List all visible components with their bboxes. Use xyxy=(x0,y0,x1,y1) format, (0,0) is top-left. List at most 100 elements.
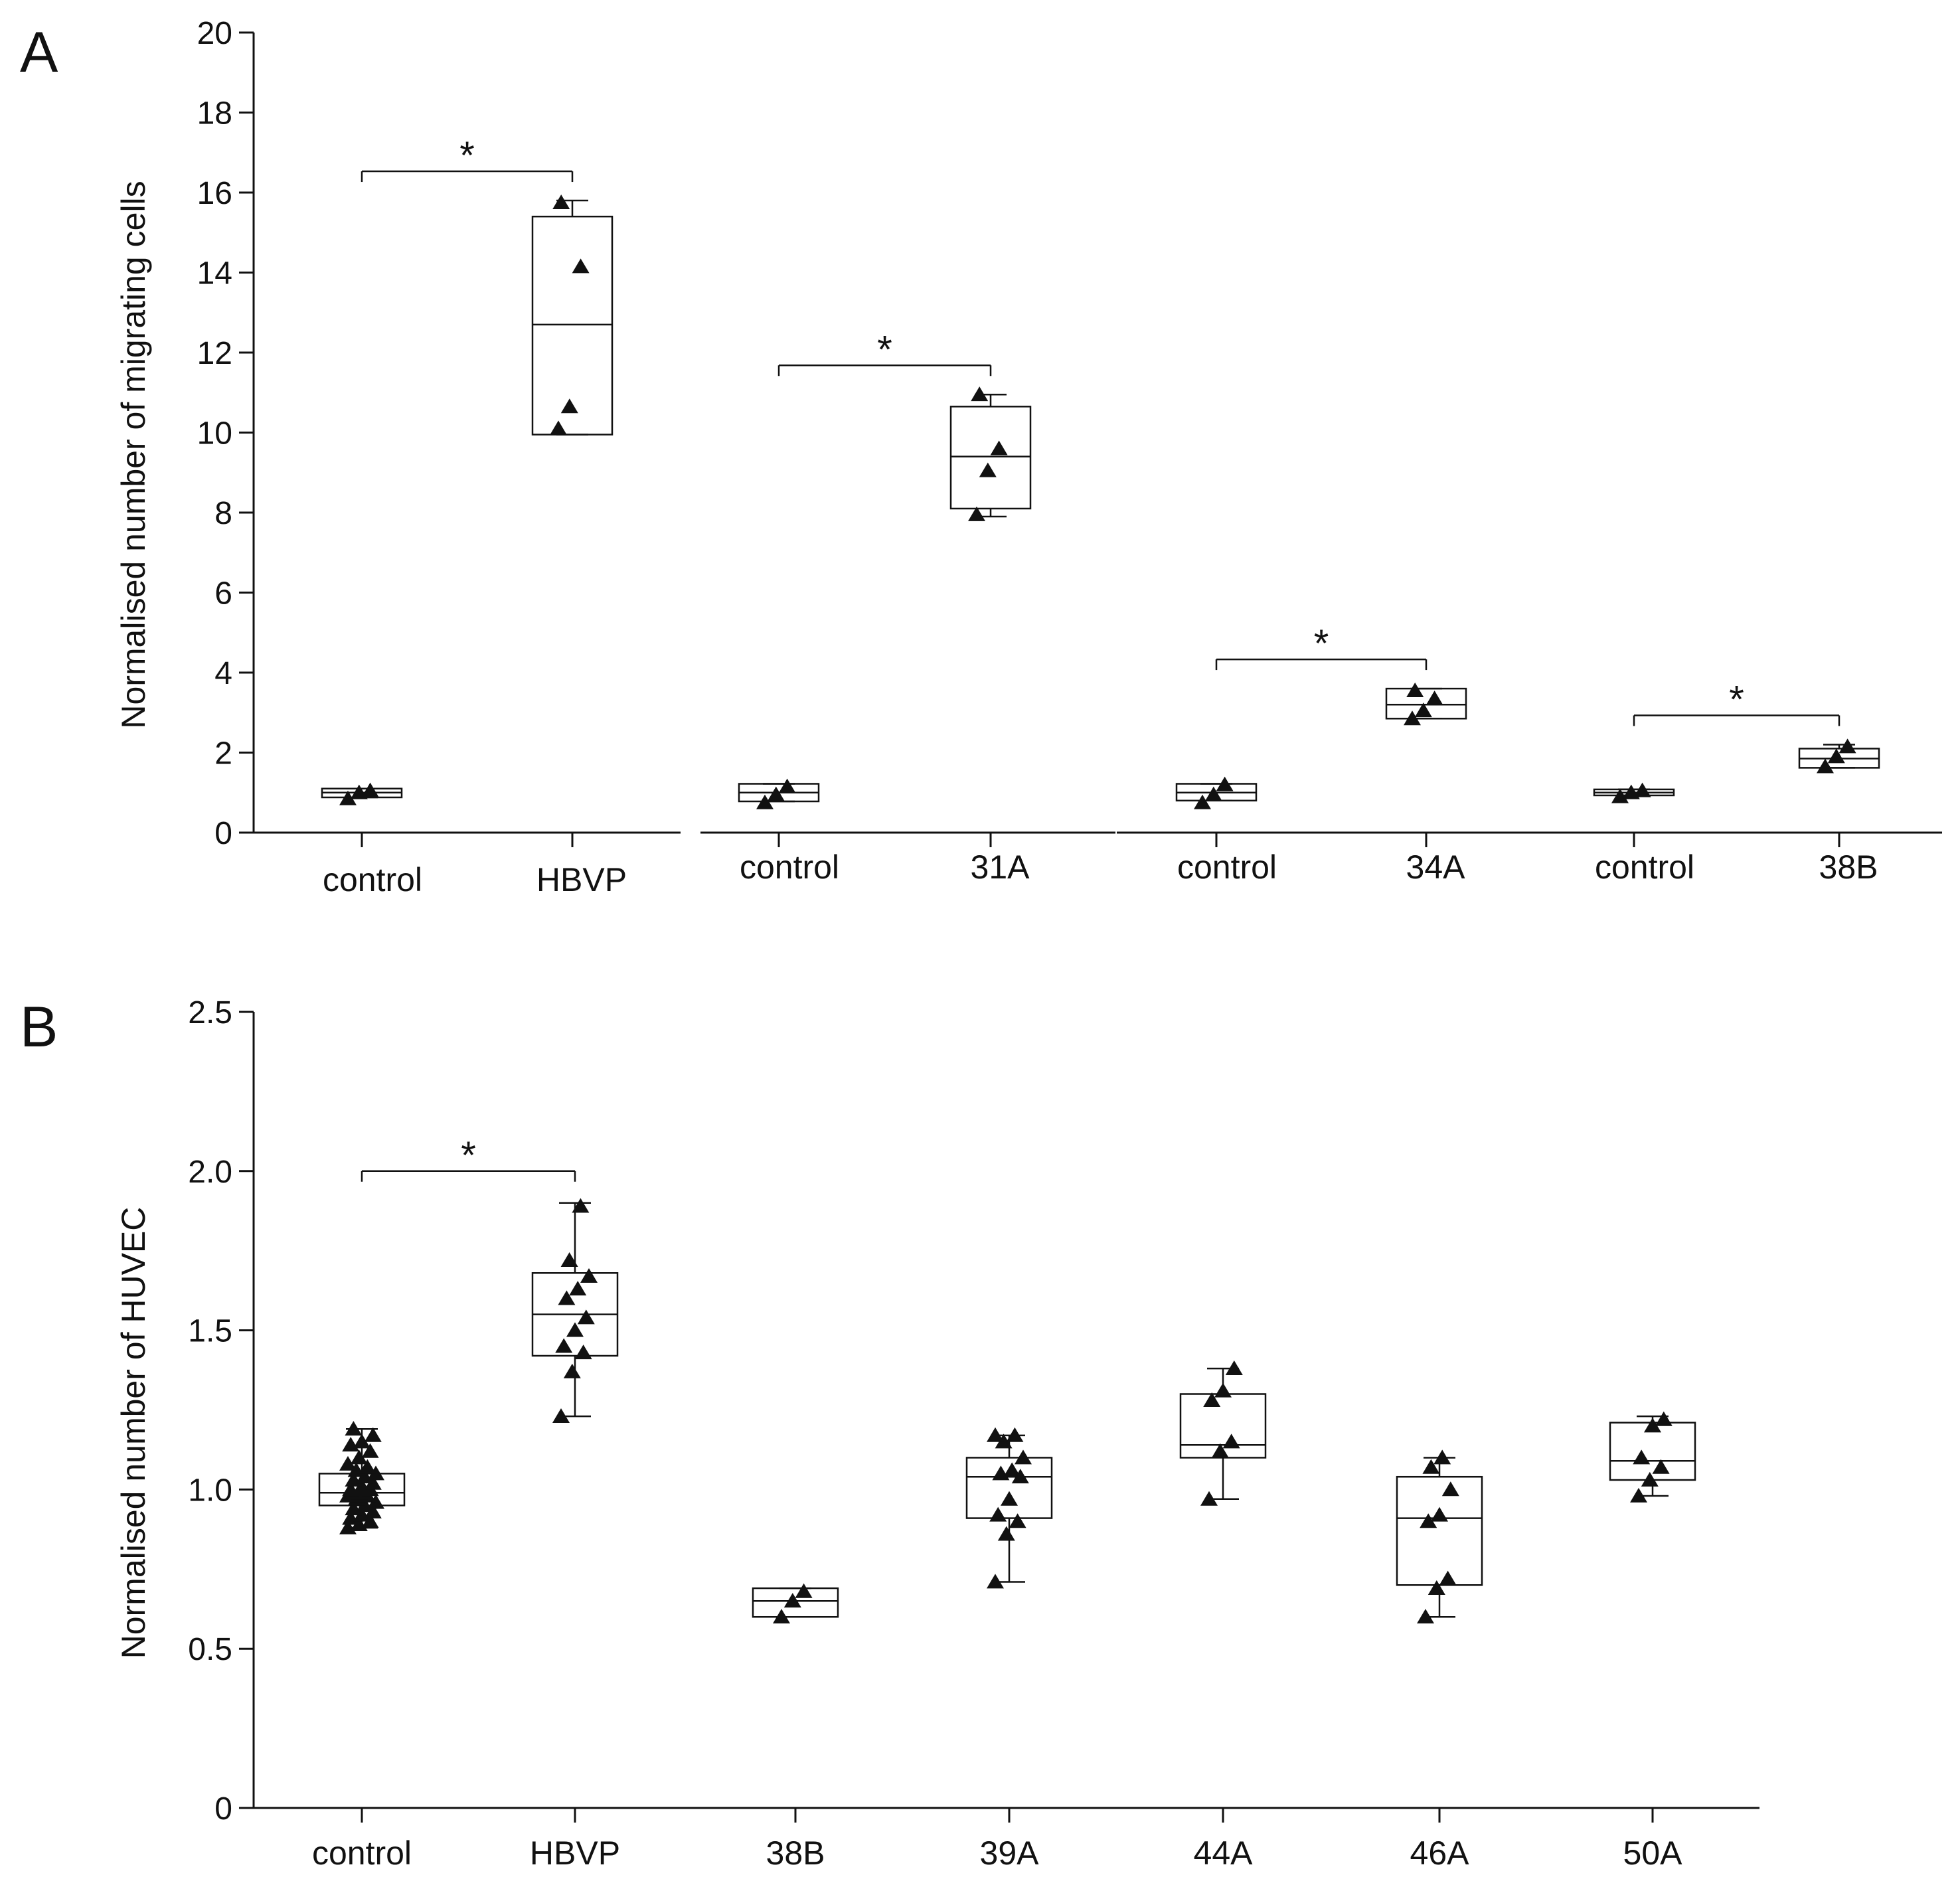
panel-a-34A-point xyxy=(1426,691,1443,706)
panel-a-31A-point xyxy=(979,462,997,477)
panel-b-50A-point xyxy=(1633,1449,1651,1465)
panel-b-46A-point xyxy=(1431,1507,1448,1522)
panel-b-HBVP-point xyxy=(552,1408,570,1423)
panel-b-x-tick-label: HBVP xyxy=(530,1835,620,1872)
panel-b-50A-point xyxy=(1641,1471,1659,1487)
panel-a-HBVP-point xyxy=(552,194,570,209)
panel-a-y-tick-label: 6 xyxy=(214,576,232,612)
panel-b-44A-point xyxy=(1200,1491,1218,1506)
panel-b-x-tick-label: 44A xyxy=(1194,1835,1254,1872)
panel-a-HBVP-box xyxy=(531,215,613,436)
panel-a-y-tick-label: 12 xyxy=(197,336,232,371)
panel-b-control-point xyxy=(364,1503,382,1518)
panel-a-y-tick-label: 4 xyxy=(214,656,232,691)
panel-b-y-tick-label: 1.5 xyxy=(188,1314,232,1349)
panel-b-38B-box xyxy=(752,1587,839,1618)
panel-a-seg1-sig-star: * xyxy=(459,134,475,177)
panel-b-x-tick-label: 39A xyxy=(980,1835,1040,1872)
panel-a-31A-box xyxy=(949,406,1032,510)
panel-b-39A-point xyxy=(1015,1449,1032,1465)
panel-b-HBVP-point xyxy=(555,1338,573,1353)
panel-a-seg3-sig-star: * xyxy=(1314,622,1329,665)
panel-b-44A-point xyxy=(1203,1392,1221,1408)
panel-b-39A-point xyxy=(987,1574,1004,1589)
panel-a-label: A xyxy=(20,21,58,84)
panel-a-x-tick-label: control xyxy=(1595,849,1694,886)
panel-a-control-point xyxy=(1194,794,1211,809)
panel-b-x-tick-label: control xyxy=(312,1835,412,1872)
panel-b-sig-star: * xyxy=(461,1134,476,1177)
panel-a-x-tick-label: control xyxy=(323,861,422,898)
panel-b-44A-point xyxy=(1225,1360,1243,1376)
panel-a-HBVP-point xyxy=(560,398,578,414)
panel-b-50A-point xyxy=(1655,1411,1673,1426)
panel-a-plot-area: 0 2 4 6 8 10 12 14 16 18 20 control HBVP * control 31A *… xyxy=(197,16,1942,898)
panel-a-x-tick-label: control xyxy=(1177,849,1277,886)
panel-b-y-tick-label: 2.0 xyxy=(188,1155,232,1190)
panel-b-label: B xyxy=(20,995,58,1059)
panel-b-control-point xyxy=(364,1475,382,1490)
panel-b: B Normalised number of HUVEC 0 0.5 1.0 1.5 2… xyxy=(20,995,1759,1872)
panel-b-38B-point xyxy=(783,1593,801,1608)
panel-b-control-point xyxy=(364,1427,382,1442)
panel-a-control-point xyxy=(767,786,785,801)
panel-a-38B-point xyxy=(1827,748,1845,764)
panel-a-38B-point xyxy=(1817,758,1834,774)
panel-b-control-point xyxy=(339,1455,357,1471)
panel-a-y-tick-label: 18 xyxy=(197,96,232,131)
panel-b-HBVP-point xyxy=(572,1198,590,1213)
panel-b-50A-point xyxy=(1652,1459,1670,1474)
panel-a-31A-point xyxy=(968,506,985,521)
panel-b-plot-area: 0 0.5 1.0 1.5 2.0 2.5 control HBVP 38B 39A 44A 46A 5… xyxy=(188,995,1759,1872)
panel-b-HBVP-point xyxy=(566,1322,584,1337)
panel-b-x-tick-label: 50A xyxy=(1623,1835,1683,1872)
panel-b-39A-point xyxy=(989,1507,1007,1522)
panel-a-31A-point xyxy=(990,440,1008,455)
panel-b-control-point xyxy=(345,1421,363,1436)
panel-b-HBVP-point xyxy=(563,1363,581,1378)
panel-a-y-tick-label: 16 xyxy=(197,176,232,211)
panel-a-34A-point xyxy=(1404,710,1421,726)
panel-b-46A-point xyxy=(1439,1570,1457,1586)
panel-b-HBVP-point xyxy=(558,1290,576,1305)
panel-b-HBVP-point xyxy=(574,1345,592,1360)
panel-b-HBVP-point xyxy=(577,1309,595,1325)
panel-a-HBVP-point xyxy=(550,420,567,436)
panel-a-HBVP-point xyxy=(572,258,590,274)
panel-a-seg2-sig-star: * xyxy=(877,328,892,371)
panel-b-46A-point xyxy=(1428,1580,1445,1595)
panel-a-control-point xyxy=(1204,786,1222,801)
panel-b-y-tick-label: 2.5 xyxy=(188,995,232,1030)
panel-b-ylabel: Normalised number of HUVEC xyxy=(115,1207,152,1659)
panel-b-39A-point xyxy=(1009,1513,1026,1528)
panel-a-y-tick-label: 2 xyxy=(214,736,232,772)
panel-a-ylabel: Normalised number of migrating cells xyxy=(115,181,152,728)
panel-a-34A-point xyxy=(1406,683,1424,698)
panel-b-x-tick-label: 38B xyxy=(766,1835,825,1872)
panel-a-control-point xyxy=(756,794,774,809)
panel-a-y-tick-label: 0 xyxy=(214,816,232,851)
panel-a-34A-point xyxy=(1414,702,1432,718)
panel-b-y-tick-label: 0.5 xyxy=(188,1632,232,1667)
panel-a-x-tick-label: 34A xyxy=(1406,849,1466,886)
panel-b-x-tick-label: 46A xyxy=(1410,1835,1470,1872)
panel-b-38B-point xyxy=(795,1583,813,1598)
panel-b-39A-point xyxy=(987,1427,1004,1442)
panel-b-44A-point xyxy=(1211,1443,1229,1458)
panel-a-38B-point xyxy=(1838,738,1856,754)
panel-b-control-point xyxy=(361,1513,379,1528)
panel-a-control-point xyxy=(361,782,379,797)
panel-b-control-point xyxy=(361,1443,379,1458)
panel-b-39A-point xyxy=(1001,1491,1018,1506)
panel-b-44A-point xyxy=(1222,1433,1240,1449)
panel-a-control-point xyxy=(339,790,357,805)
panel-a-control-point xyxy=(1216,776,1234,791)
panel-b-50A-point xyxy=(1644,1418,1661,1433)
panel-b-39A-point xyxy=(1006,1427,1024,1442)
panel-a-x-tick-label: control xyxy=(740,849,839,886)
panel-b-HBVP-point xyxy=(580,1267,598,1283)
panel-a-y-tick-label: 8 xyxy=(214,496,232,531)
panel-a-31A-point xyxy=(971,386,989,402)
panel-b-y-tick-label: 0 xyxy=(214,1791,232,1827)
